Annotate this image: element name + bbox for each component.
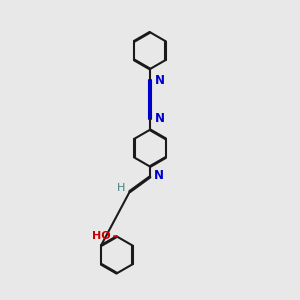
- Text: N: N: [154, 169, 164, 182]
- Text: N: N: [154, 74, 164, 87]
- Text: H: H: [117, 183, 125, 193]
- Text: HO: HO: [92, 231, 110, 241]
- Text: N: N: [154, 112, 164, 125]
